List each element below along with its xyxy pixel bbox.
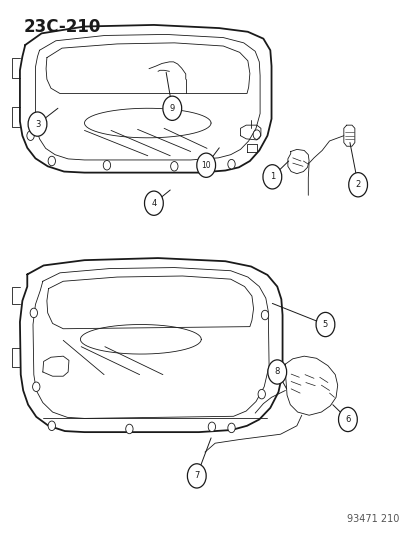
Text: 8: 8: [274, 367, 279, 376]
Circle shape: [162, 96, 181, 120]
Circle shape: [227, 423, 235, 433]
Circle shape: [261, 310, 268, 320]
Circle shape: [144, 191, 163, 215]
Text: 5: 5: [322, 320, 327, 329]
Text: 1: 1: [269, 172, 274, 181]
Text: 3: 3: [35, 119, 40, 128]
Circle shape: [33, 382, 40, 392]
Text: 23C-210: 23C-210: [23, 18, 100, 36]
Circle shape: [252, 130, 260, 140]
Circle shape: [267, 360, 286, 384]
Text: 2: 2: [355, 180, 360, 189]
Circle shape: [338, 407, 356, 432]
Circle shape: [48, 421, 55, 431]
Circle shape: [348, 173, 367, 197]
Circle shape: [187, 464, 206, 488]
Circle shape: [196, 153, 215, 177]
Circle shape: [257, 390, 265, 399]
Circle shape: [28, 112, 47, 136]
Circle shape: [30, 308, 38, 318]
Text: 10: 10: [201, 161, 211, 169]
Circle shape: [126, 424, 133, 434]
Circle shape: [208, 422, 215, 432]
Text: 7: 7: [194, 471, 199, 480]
Circle shape: [170, 161, 178, 171]
Circle shape: [227, 159, 235, 169]
Circle shape: [27, 131, 34, 140]
Text: 9: 9: [169, 104, 174, 113]
Circle shape: [315, 312, 334, 337]
Text: 93471 210: 93471 210: [346, 514, 398, 524]
Circle shape: [103, 160, 110, 170]
Circle shape: [262, 165, 281, 189]
Text: 6: 6: [344, 415, 350, 424]
Circle shape: [48, 156, 55, 166]
Text: 4: 4: [151, 199, 156, 208]
